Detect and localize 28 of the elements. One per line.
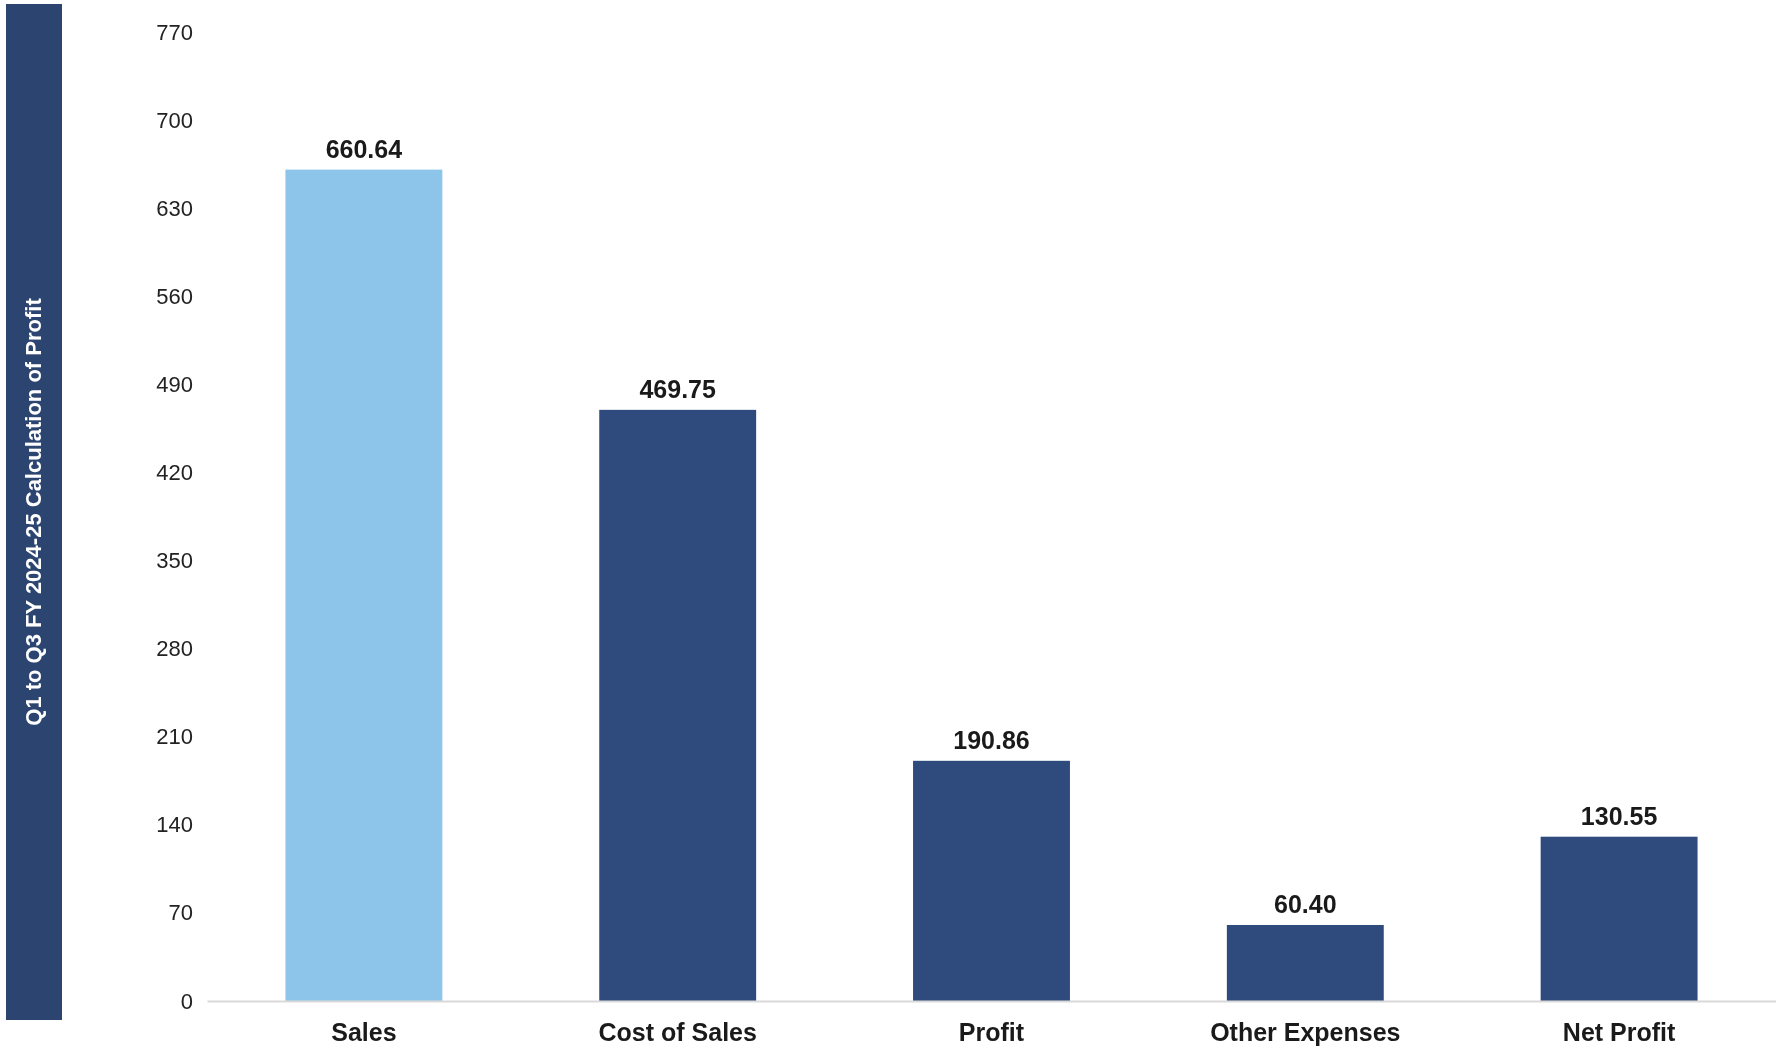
y-tick-label: 770 [156, 19, 193, 45]
bar [1226, 924, 1384, 1001]
bar [599, 409, 757, 1001]
data-label: 60.40 [1274, 889, 1337, 918]
data-label: 660.64 [325, 134, 403, 163]
bar [285, 169, 443, 1001]
bar [1540, 836, 1698, 1001]
x-tick-label: Sales [331, 1017, 397, 1046]
y-tick-label: 350 [156, 548, 193, 574]
y-tick-label: 70 [168, 900, 193, 926]
data-label: 469.75 [639, 374, 717, 403]
y-tick-label: 630 [156, 195, 193, 221]
y-tick-label: 560 [156, 283, 193, 309]
text: Q1 to Q3 FY 2024-25 Calculation of Profit [21, 297, 46, 726]
y-tick-label: 700 [156, 107, 193, 133]
x-tick-label: Cost of Sales [598, 1017, 757, 1046]
x-tick-label: Other Expenses [1210, 1017, 1401, 1046]
x-tick-label: Net Profit [1562, 1017, 1677, 1046]
y-tick-label: 210 [156, 724, 193, 750]
y-tick-label: 280 [156, 636, 193, 662]
y-tick-label: 140 [156, 812, 193, 838]
y-tick-label: 420 [156, 459, 193, 485]
y-tick-label: 0 [180, 988, 193, 1014]
x-tick-label: Profit [958, 1017, 1025, 1046]
bar [913, 760, 1070, 1001]
y-tick-label: 490 [156, 371, 193, 397]
data-label: 190.86 [953, 725, 1030, 754]
data-label: 130.55 [1580, 801, 1658, 830]
